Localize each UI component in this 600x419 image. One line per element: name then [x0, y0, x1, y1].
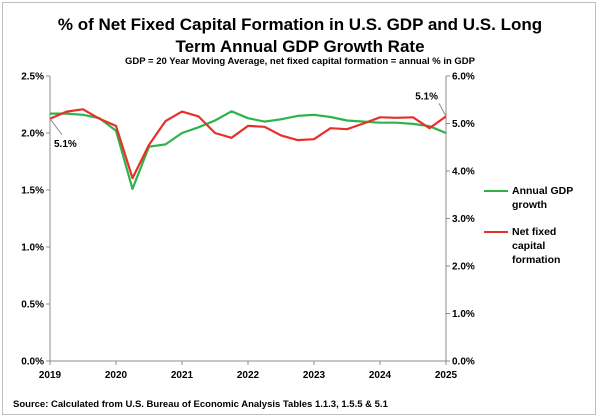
- legend-swatch-capital: [484, 231, 508, 233]
- y-tick-right-label: 3.0%: [452, 214, 475, 225]
- y-tick-left-label: 1.5%: [21, 186, 44, 197]
- y-tick-left-label: 2.0%: [21, 129, 44, 140]
- chart-title-line-1: % of Net Fixed Capital Formation in U.S.…: [57, 15, 543, 34]
- chart-title-line-2: Term Annual GDP Growth Rate: [175, 37, 425, 56]
- y-tick-right-label: 4.0%: [452, 167, 475, 178]
- chart-legend: Annual GDP growth Net fixed capital form…: [484, 184, 592, 280]
- y-tick-left-label: 1.0%: [21, 243, 44, 254]
- y-tick-left-label: 2.5%: [21, 72, 44, 83]
- x-tick-label: 2023: [303, 370, 326, 381]
- y-tick-right-label: 5.0%: [452, 119, 475, 130]
- y-tick-left-label: 0.0%: [21, 357, 44, 368]
- chart-subtitle: GDP = 20 Year Moving Average, net fixed …: [124, 56, 476, 67]
- x-tick-label: 2025: [435, 370, 458, 381]
- chart-frame: [2, 2, 596, 415]
- callout-leader-end: [438, 103, 447, 117]
- x-tick-label: 2019: [39, 370, 62, 381]
- data-label-start: 5.1%: [54, 139, 77, 150]
- chart-title: % of Net Fixed Capital Formation in U.S.…: [0, 14, 600, 58]
- source-note: Source: Calculated from U.S. Bureau of E…: [13, 399, 388, 410]
- x-tick-label: 2024: [369, 370, 392, 381]
- x-tick-label: 2020: [105, 370, 128, 381]
- y-tick-right-label: 0.0%: [452, 357, 475, 368]
- y-tick-left-label: 0.5%: [21, 300, 44, 311]
- legend-label-gdp: Annual GDP growth: [512, 185, 574, 211]
- callout-leader-start: [49, 118, 63, 136]
- data-label-end: 5.1%: [415, 91, 438, 102]
- series-line-capital: [49, 108, 447, 180]
- y-tick-right-label: 1.0%: [452, 309, 475, 320]
- legend-swatch-gdp: [484, 190, 508, 192]
- x-tick-label: 2021: [171, 370, 194, 381]
- legend-label-capital: Net fixed capital formation: [512, 226, 561, 266]
- series-line-gdp: [50, 110, 447, 190]
- legend-item-gdp: Annual GDP growth: [484, 184, 592, 212]
- y-tick-right-label: 6.0%: [452, 72, 475, 83]
- x-tick-label: 2022: [237, 370, 260, 381]
- y-tick-right-label: 2.0%: [452, 262, 475, 273]
- legend-item-capital: Net fixed capital formation: [484, 225, 592, 267]
